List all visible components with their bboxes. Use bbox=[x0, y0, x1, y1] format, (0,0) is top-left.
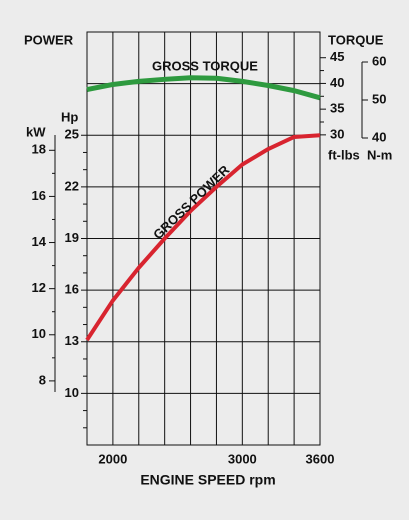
kw-tick-label: 16 bbox=[32, 188, 46, 203]
y2-tick-label: 45 bbox=[330, 49, 344, 64]
y3-axis-label: N-m bbox=[367, 147, 392, 162]
x-tick-label: 3000 bbox=[228, 451, 257, 466]
x-axis-label: ENGINE SPEED rpm bbox=[140, 472, 275, 488]
series-label: GROSS TORQUE bbox=[152, 58, 258, 73]
torque-label: TORQUE bbox=[328, 32, 384, 47]
y2-tick-label: 35 bbox=[330, 101, 344, 116]
y2-tick-label: 40 bbox=[330, 75, 344, 90]
x-tick-label: 3600 bbox=[306, 451, 335, 466]
kw-tick-label: 10 bbox=[32, 326, 46, 341]
power-label: POWER bbox=[24, 32, 74, 47]
series-line bbox=[86, 75, 321, 101]
kw-tick-label: 8 bbox=[39, 372, 46, 387]
y-tick-label: 16 bbox=[65, 282, 79, 297]
x-tick-label: 2000 bbox=[98, 451, 127, 466]
y-tick-label: 19 bbox=[65, 230, 79, 245]
y3-tick-label: 60 bbox=[372, 53, 386, 68]
y-tick-label: 10 bbox=[65, 385, 79, 400]
kw-tick-label: 12 bbox=[32, 280, 46, 295]
y-tick-label: 22 bbox=[65, 178, 79, 193]
y-tick-label: 25 bbox=[65, 127, 79, 142]
kw-axis-label: kW bbox=[26, 124, 46, 139]
y3-tick-label: 50 bbox=[372, 91, 386, 106]
y2-tick-label: 30 bbox=[330, 126, 344, 141]
y-tick-label: 13 bbox=[65, 333, 79, 348]
kw-tick-label: 18 bbox=[32, 142, 46, 157]
kw-tick-label: 14 bbox=[32, 234, 47, 249]
y2-axis-label: ft-lbs bbox=[328, 147, 360, 162]
y3-tick-label: 40 bbox=[372, 129, 386, 144]
y-axis-label: Hp bbox=[61, 109, 78, 124]
series-line bbox=[85, 133, 321, 342]
